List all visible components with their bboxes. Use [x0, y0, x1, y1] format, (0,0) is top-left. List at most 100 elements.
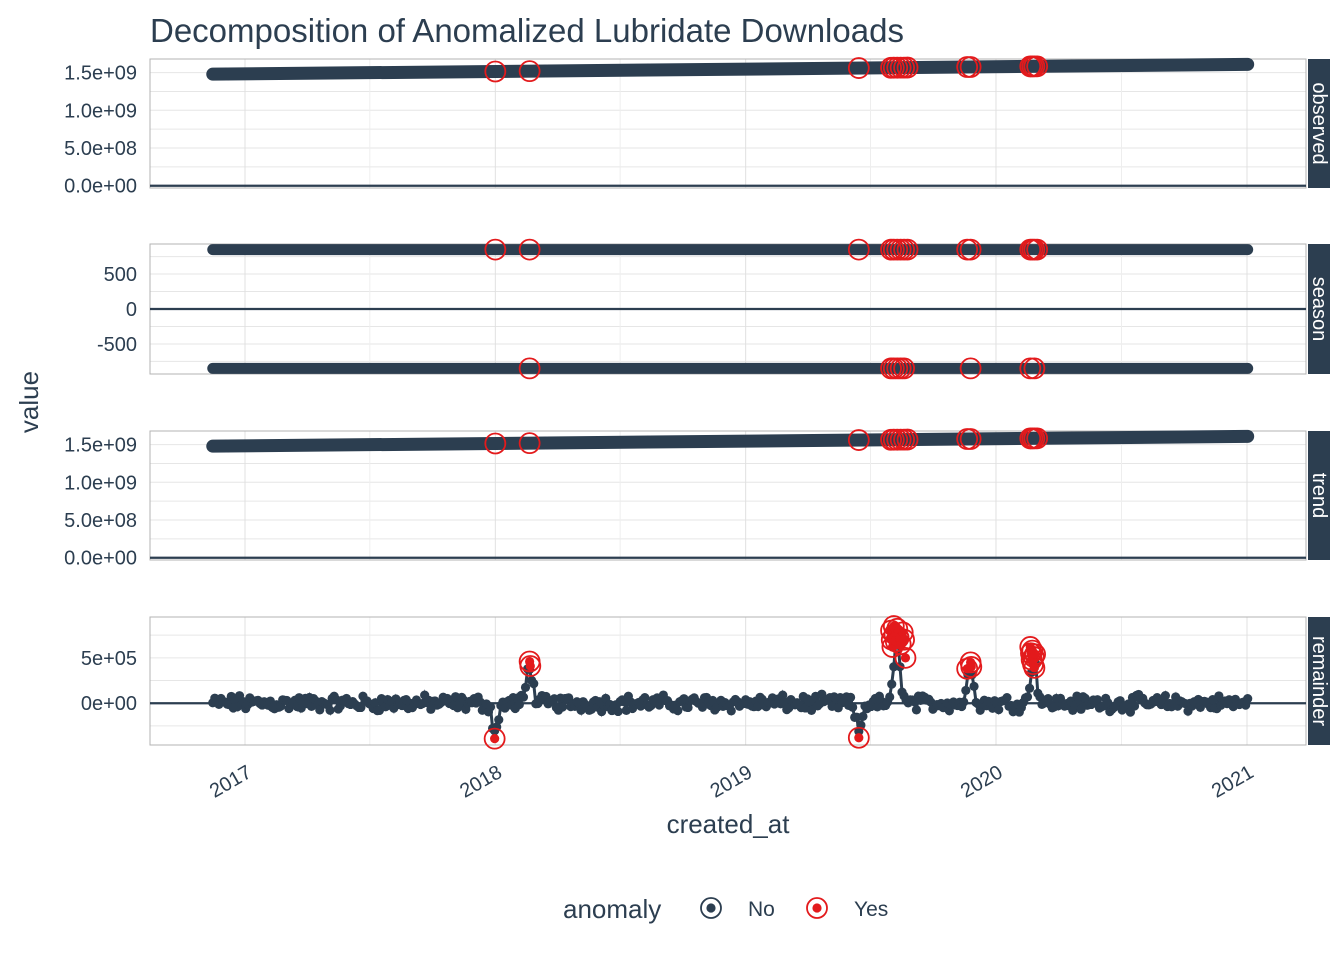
- data-point: [640, 692, 650, 703]
- x-tick-label: 2017: [206, 761, 256, 802]
- anomaly-point: [847, 57, 870, 79]
- y-tick-label: 0.0e+00: [64, 548, 137, 570]
- y-tick-label: 0.0e+00: [64, 176, 137, 198]
- facet-strip: [1308, 59, 1330, 188]
- data-point: [557, 702, 568, 712]
- y-tick-label: 500: [104, 264, 137, 286]
- data-point: [848, 702, 858, 712]
- data-point: [1092, 695, 1103, 705]
- data-point: [520, 682, 531, 692]
- anomaly-point-fill: [854, 733, 864, 743]
- panel-border: [149, 58, 1307, 189]
- data-point: [961, 685, 971, 696]
- legend-key-dot: [706, 903, 716, 913]
- y-tick-label: 5.0e+08: [64, 510, 137, 532]
- anomaly-point: [1026, 238, 1049, 261]
- series-line: [211, 636, 1250, 734]
- anomaly-point: [959, 357, 982, 380]
- anomaly-point: [484, 238, 507, 261]
- anomaly-point-fill: [525, 661, 535, 671]
- anomaly-point: [518, 432, 541, 455]
- series-line: [206, 57, 1255, 81]
- facet-strip: [1308, 244, 1330, 374]
- y-tick-label: -500: [97, 334, 137, 356]
- facet-strip: [1308, 431, 1330, 560]
- y-tick-label: 5e+05: [81, 648, 137, 670]
- legend-key-dot: [812, 903, 822, 913]
- y-axis-title: value: [14, 371, 44, 433]
- y-tick-label: 5.0e+08: [64, 138, 137, 160]
- x-tick-label: 2020: [957, 761, 1007, 802]
- anomaly-point-fill: [899, 635, 909, 645]
- anomaly-point: [484, 60, 507, 83]
- data-point: [613, 706, 623, 717]
- facet-strip-label: observed: [1308, 82, 1330, 164]
- anomaly-point: [960, 656, 983, 678]
- data-point: [315, 705, 325, 715]
- anomaly-point: [519, 655, 542, 677]
- data-point: [845, 692, 856, 702]
- data-point: [887, 679, 897, 689]
- anomaly-point: [483, 727, 506, 750]
- data-point: [1103, 698, 1113, 708]
- anomaly-point: [518, 357, 541, 380]
- anomaly-point: [518, 238, 541, 261]
- data-point: [911, 705, 922, 715]
- anomaly-point: [893, 628, 915, 651]
- anomaly-point-fill: [1030, 649, 1040, 659]
- data-point: [885, 692, 895, 702]
- y-tick-label: 1.0e+09: [64, 100, 137, 122]
- data-point: [697, 702, 708, 712]
- data-point: [514, 699, 524, 710]
- legend-key-ring: [700, 897, 722, 919]
- x-tick-label: 2019: [707, 761, 757, 802]
- anomaly-point: [896, 428, 919, 451]
- data-point: [959, 697, 969, 707]
- data-point: [994, 705, 1004, 715]
- data-point: [325, 705, 335, 715]
- y-tick-label: 0: [126, 299, 137, 321]
- anomaly-point: [894, 646, 917, 669]
- chart-title: Decomposition of Anomalized Lubridate Do…: [150, 12, 904, 49]
- facet-strip-label: remainder: [1308, 636, 1330, 726]
- data-point: [726, 706, 736, 716]
- data-point: [1243, 693, 1253, 704]
- anomaly-point: [847, 726, 870, 749]
- anomaly-point: [896, 238, 919, 261]
- anomaly-point: [893, 357, 915, 380]
- facet-strip: [1308, 617, 1330, 745]
- y-tick-label: 1.5e+09: [64, 435, 137, 457]
- anomaly-point-fill: [900, 653, 911, 663]
- anomaly-point-fill: [1029, 663, 1039, 673]
- data-point: [1160, 691, 1170, 701]
- data-point: [1024, 683, 1035, 693]
- anomaly-point: [1026, 55, 1049, 78]
- data-point: [1129, 701, 1140, 711]
- data-point: [1022, 692, 1033, 702]
- y-tick-label: 0e+00: [81, 693, 137, 715]
- anomaly-point: [959, 428, 982, 450]
- anomaly-point: [518, 60, 541, 83]
- panel-border: [149, 430, 1307, 561]
- panel-border: [149, 616, 1307, 746]
- x-axis-title: created_at: [667, 809, 791, 839]
- y-tick-label: 1.5e+09: [64, 63, 137, 85]
- anomaly-point-fill: [490, 734, 500, 744]
- anomaly-point: [1026, 427, 1049, 450]
- facet-strip-label: trend: [1308, 473, 1330, 519]
- y-tick-label: 1.0e+09: [64, 472, 137, 494]
- facet-strip-label: season: [1308, 277, 1330, 342]
- data-point: [673, 706, 683, 716]
- legend-label: Yes: [854, 898, 888, 921]
- data-point: [485, 702, 496, 712]
- anomaly-point: [847, 429, 870, 451]
- data-point: [1214, 691, 1224, 701]
- legend-label: No: [748, 898, 775, 921]
- data-point: [529, 679, 539, 689]
- legend-key-ring: [806, 897, 828, 919]
- data-point: [356, 702, 366, 713]
- anomaly-point: [959, 56, 982, 78]
- anomaly-point: [896, 56, 919, 79]
- legend-title: anomaly: [563, 894, 661, 924]
- data-point: [1002, 693, 1012, 703]
